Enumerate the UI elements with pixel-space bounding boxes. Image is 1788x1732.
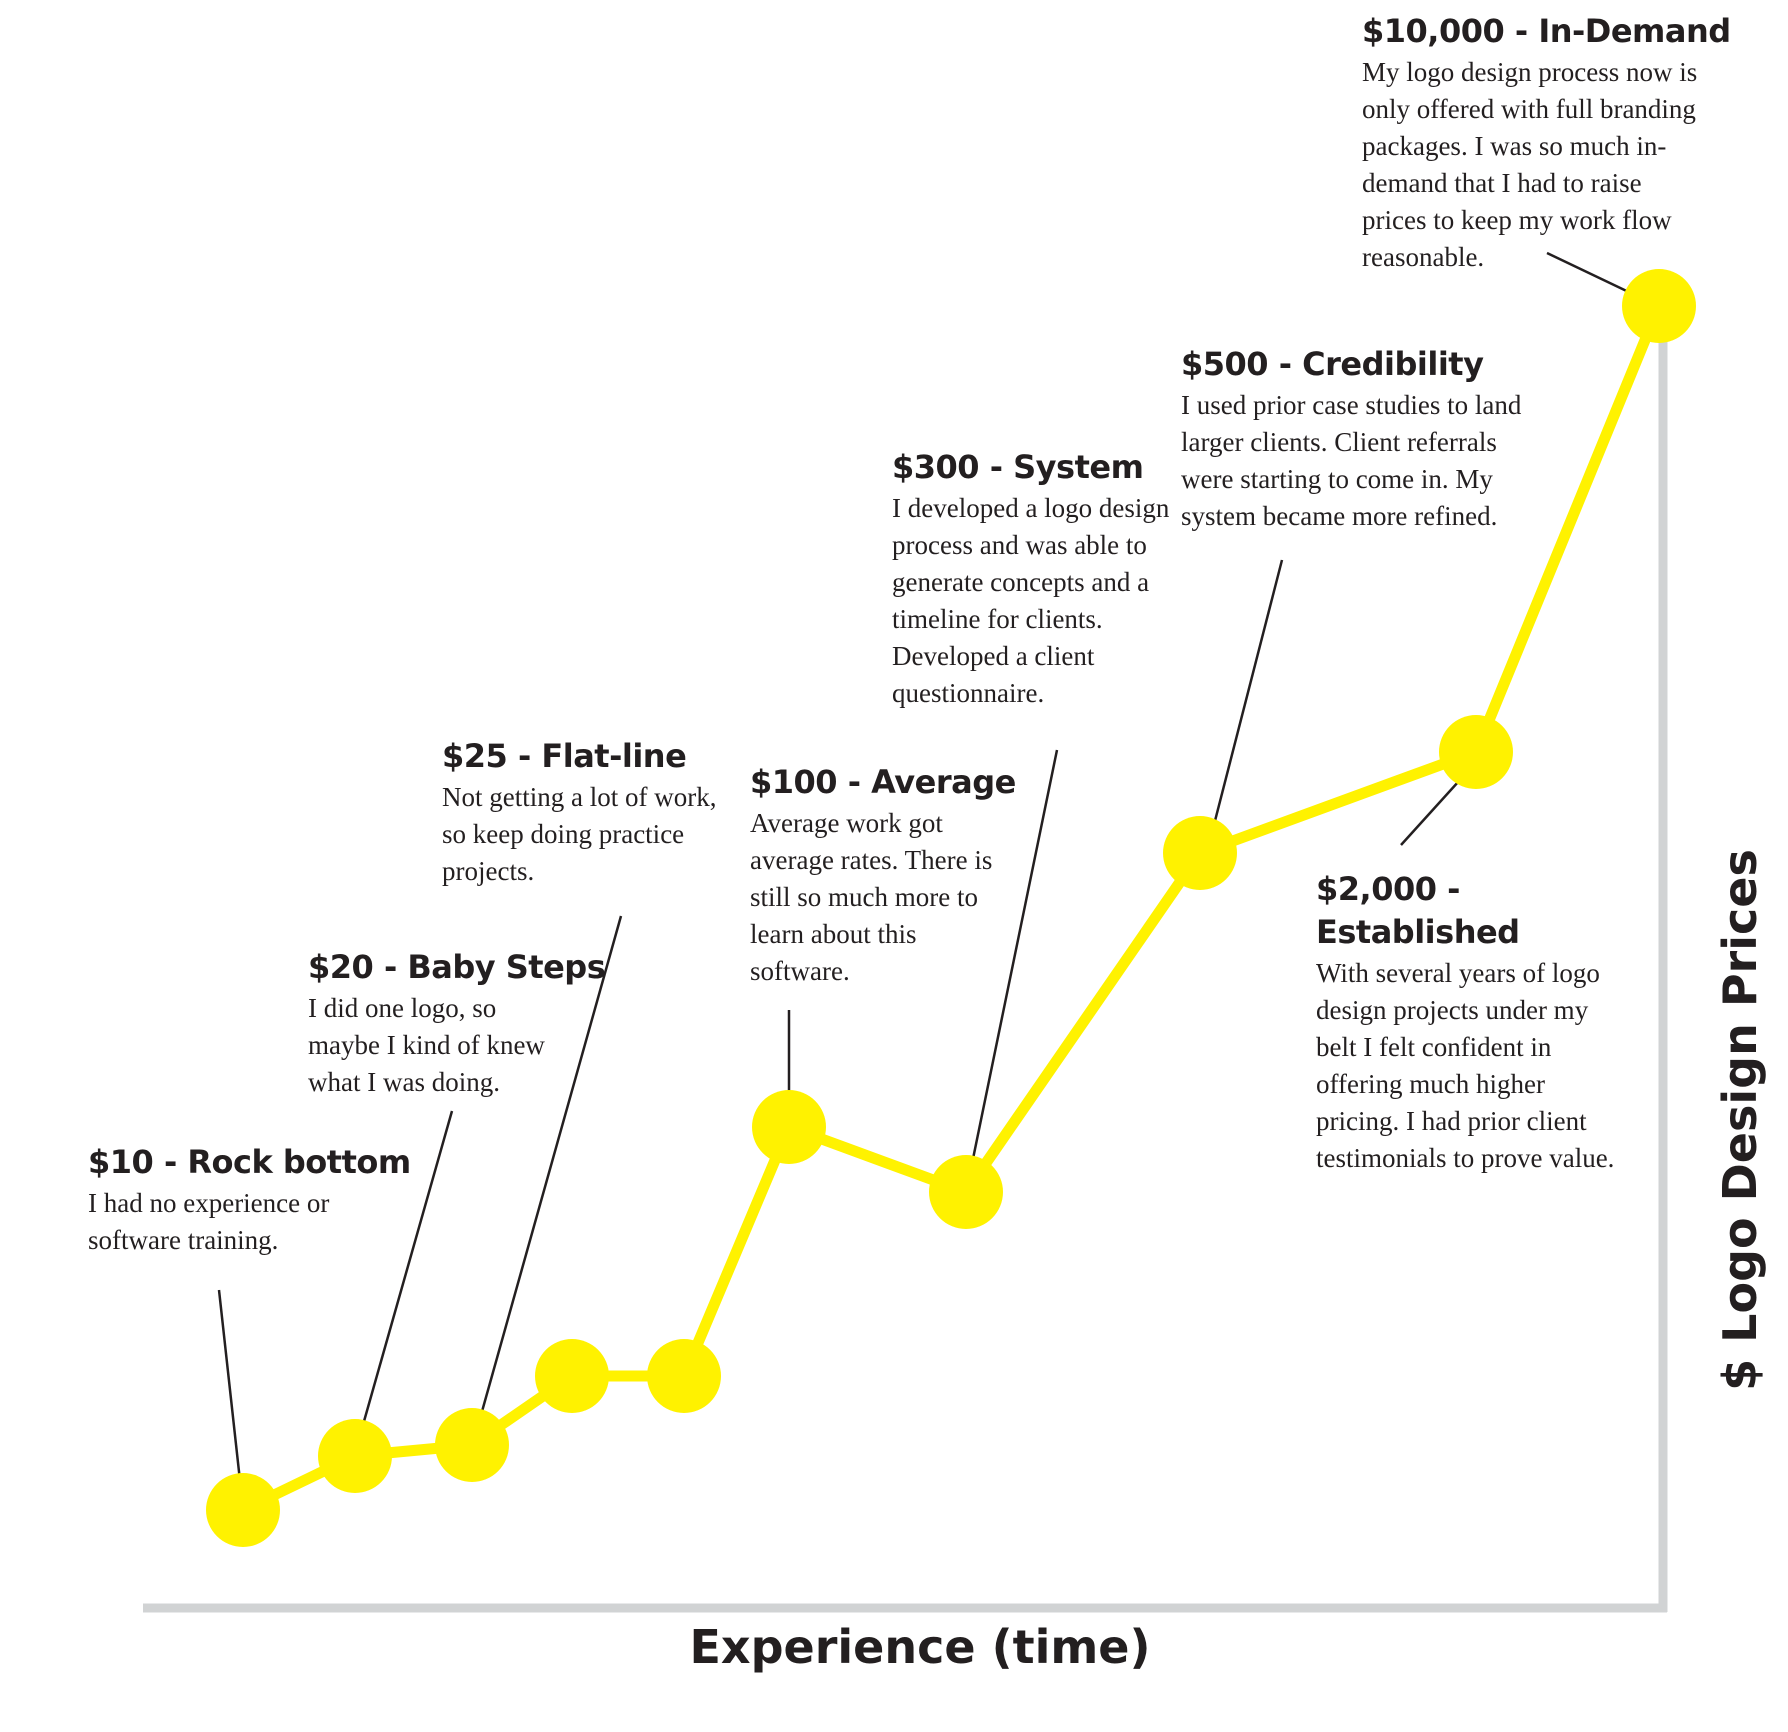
data-point — [435, 1408, 509, 1482]
data-point — [318, 1419, 392, 1493]
annotation-in-demand: $10,000 - In-Demand My logo design proce… — [1362, 10, 1731, 276]
annotation-credibility: $500 - Credibility I used prior case stu… — [1181, 343, 1556, 535]
data-point — [929, 1155, 1003, 1229]
annotation-title: $10,000 - In-Demand — [1362, 12, 1731, 50]
data-point — [1439, 715, 1513, 789]
leader-line — [472, 915, 623, 1441]
annotation-established: $2,000 - Established With several years … — [1316, 868, 1626, 1177]
chart-axes — [143, 330, 1668, 1613]
x-axis-label: Experience (time) — [689, 1620, 1151, 1674]
series-line — [240, 303, 1665, 1515]
y-axis-label: $ Logo Design Prices — [1713, 849, 1767, 1391]
leader-line — [965, 749, 1059, 1189]
annotation-text: I did one logo, so maybe I kind of knew … — [308, 993, 545, 1097]
leader-line — [355, 1110, 454, 1447]
annotation-title: $2,000 - Established — [1316, 870, 1520, 951]
data-point — [1622, 269, 1696, 343]
annotation-average: $100 - Average Average work got average … — [750, 761, 1016, 990]
annotation-title: $100 - Average — [750, 763, 1016, 801]
annotation-title: $25 - Flat-line — [442, 737, 687, 775]
annotation-title: $300 - System — [892, 448, 1144, 486]
data-point — [535, 1339, 609, 1413]
annotation-baby-steps: $20 - Baby Steps I did one logo, so mayb… — [308, 946, 606, 1101]
annotation-system: $300 - System I developed a logo design … — [892, 446, 1177, 712]
annotation-text: With several years of logo design projec… — [1316, 958, 1615, 1173]
annotation-title: $20 - Baby Steps — [308, 948, 606, 986]
data-point — [206, 1473, 280, 1547]
price-series — [206, 269, 1696, 1547]
annotation-title: $10 - Rock bottom — [88, 1143, 411, 1181]
annotation-title: $500 - Credibility — [1181, 345, 1484, 383]
leader-line — [1205, 559, 1284, 853]
annotation-text: I had no experience or software training… — [88, 1188, 330, 1255]
annotation-text: Average work got average rates. There is… — [750, 808, 993, 986]
annotation-text: I used prior case studies to land larger… — [1181, 390, 1522, 531]
annotation-flat-line: $25 - Flat-line Not getting a lot of wor… — [442, 735, 740, 890]
leader-line — [217, 1289, 245, 1509]
annotation-text: I developed a logo design process and wa… — [892, 493, 1170, 708]
annotation-text: Not getting a lot of work, so keep doing… — [442, 782, 717, 886]
annotation-text: My logo design process now is only offer… — [1362, 57, 1698, 272]
data-point — [1163, 816, 1237, 890]
data-point — [647, 1339, 721, 1413]
annotation-rock-bottom: $10 - Rock bottom I had no experience or… — [88, 1141, 411, 1259]
data-point — [752, 1090, 826, 1164]
